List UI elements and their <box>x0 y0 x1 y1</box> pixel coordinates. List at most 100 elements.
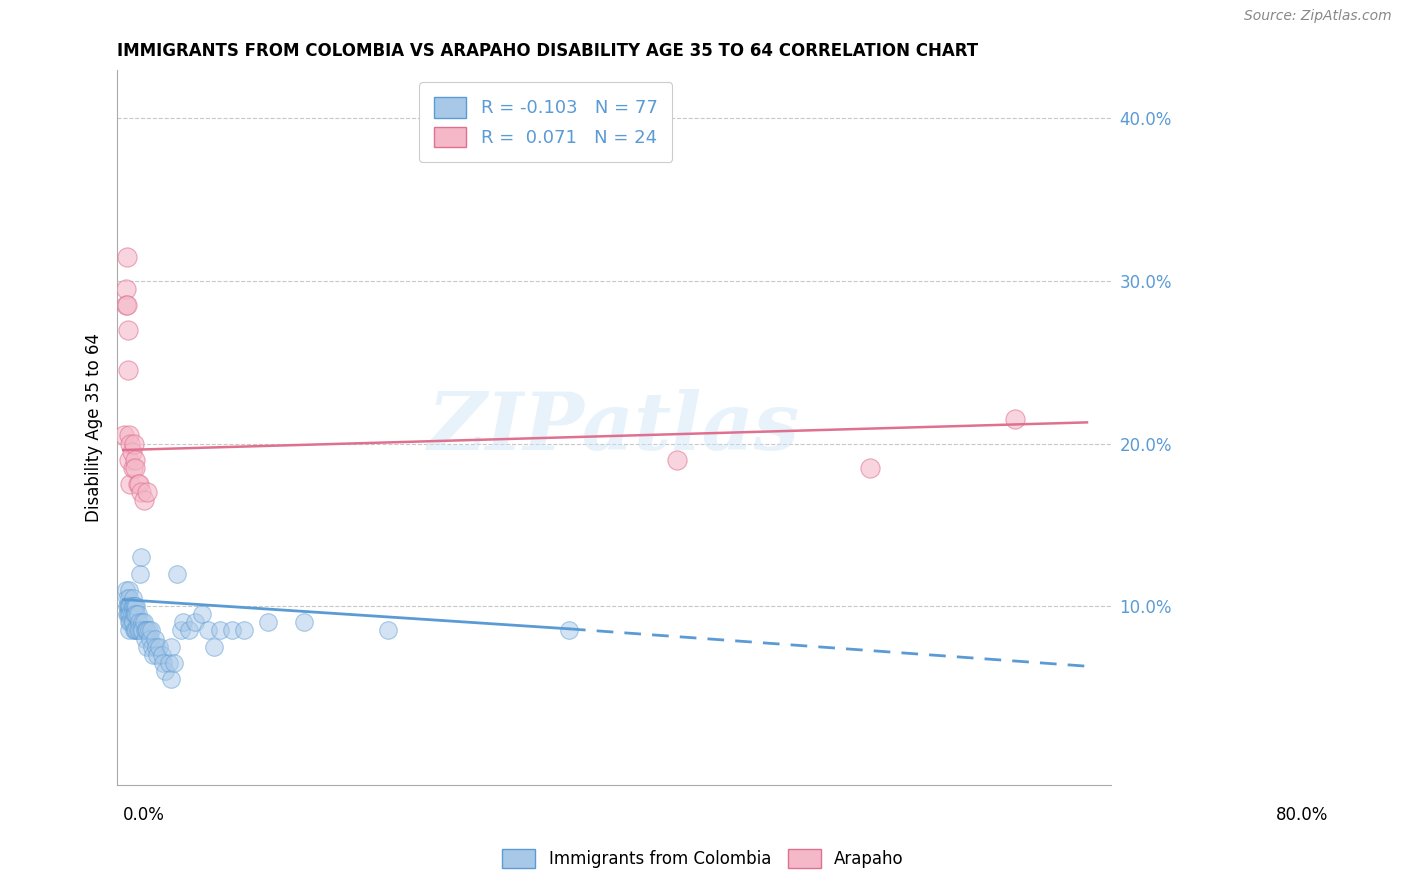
Point <box>170 624 193 638</box>
Point <box>124 624 146 638</box>
Point <box>132 615 155 630</box>
Point <box>117 323 139 337</box>
Point <box>160 672 183 686</box>
Point <box>118 582 141 597</box>
Point <box>143 632 166 646</box>
Point <box>122 624 145 638</box>
Point <box>115 250 138 264</box>
Point <box>121 444 143 458</box>
Point <box>127 624 149 638</box>
Point <box>125 607 148 622</box>
Point <box>118 599 141 613</box>
Point <box>122 436 145 450</box>
Point <box>122 599 145 613</box>
Text: 0.0%: 0.0% <box>124 806 165 824</box>
Text: ZIPatlas: ZIPatlas <box>427 389 800 466</box>
Point <box>136 624 159 638</box>
Point <box>120 615 142 630</box>
Point <box>202 640 225 654</box>
Point <box>208 624 231 638</box>
Point <box>141 640 163 654</box>
Point <box>377 624 399 638</box>
Point <box>142 648 165 662</box>
Point <box>115 599 138 613</box>
Point <box>127 477 149 491</box>
Legend: R = -0.103   N = 77, R =  0.071   N = 24: R = -0.103 N = 77, R = 0.071 N = 24 <box>419 82 672 161</box>
Point <box>120 607 142 622</box>
Point <box>118 591 141 605</box>
Point <box>125 599 148 613</box>
Point <box>129 485 152 500</box>
Point <box>121 591 143 605</box>
Point <box>558 624 581 638</box>
Point <box>125 624 148 638</box>
Point <box>127 607 149 622</box>
Point <box>184 615 207 630</box>
Point <box>146 648 169 662</box>
Point <box>163 656 186 670</box>
Point <box>132 493 155 508</box>
Point <box>148 640 170 654</box>
Point <box>172 615 194 630</box>
Point <box>150 648 173 662</box>
Text: Source: ZipAtlas.com: Source: ZipAtlas.com <box>1244 9 1392 23</box>
Point <box>118 428 141 442</box>
Point <box>129 566 152 581</box>
Point <box>121 599 143 613</box>
Point <box>157 656 180 670</box>
Point <box>121 607 143 622</box>
Point <box>124 607 146 622</box>
Point <box>256 615 278 630</box>
Point <box>121 615 143 630</box>
Point <box>120 436 142 450</box>
Point <box>1004 412 1026 426</box>
Point <box>136 640 159 654</box>
Point <box>666 452 689 467</box>
Text: 80.0%: 80.0% <box>1275 806 1327 824</box>
Point <box>118 599 141 613</box>
Point <box>115 607 138 622</box>
Point <box>131 615 153 630</box>
Point <box>197 624 219 638</box>
Point <box>115 298 138 312</box>
Point <box>115 591 138 605</box>
Point <box>117 607 139 622</box>
Point <box>114 282 136 296</box>
Point <box>292 615 315 630</box>
Y-axis label: Disability Age 35 to 64: Disability Age 35 to 64 <box>86 333 103 522</box>
Point <box>124 452 146 467</box>
Point <box>166 566 188 581</box>
Text: IMMIGRANTS FROM COLOMBIA VS ARAPAHO DISABILITY AGE 35 TO 64 CORRELATION CHART: IMMIGRANTS FROM COLOMBIA VS ARAPAHO DISA… <box>117 42 979 60</box>
Point <box>122 607 145 622</box>
Point <box>121 599 143 613</box>
Point <box>221 624 243 638</box>
Point <box>129 550 152 565</box>
Point <box>118 615 141 630</box>
Point <box>114 582 136 597</box>
Point <box>128 624 150 638</box>
Point <box>124 461 146 475</box>
Point <box>114 298 136 312</box>
Point <box>118 452 141 467</box>
Point <box>118 624 141 638</box>
Point <box>139 624 162 638</box>
Point <box>124 599 146 613</box>
Point <box>121 615 143 630</box>
Point <box>129 624 152 638</box>
Point <box>117 599 139 613</box>
Point <box>152 656 174 670</box>
Point <box>128 615 150 630</box>
Point <box>128 477 150 491</box>
Point <box>117 363 139 377</box>
Point <box>859 461 882 475</box>
Point <box>138 632 160 646</box>
Legend: Immigrants from Colombia, Arapaho: Immigrants from Colombia, Arapaho <box>495 842 911 875</box>
Point <box>134 624 156 638</box>
Point <box>160 640 183 654</box>
Point <box>112 428 135 442</box>
Point <box>190 607 212 622</box>
Point <box>179 624 201 638</box>
Point <box>131 624 153 638</box>
Point <box>145 640 167 654</box>
Point <box>120 599 142 613</box>
